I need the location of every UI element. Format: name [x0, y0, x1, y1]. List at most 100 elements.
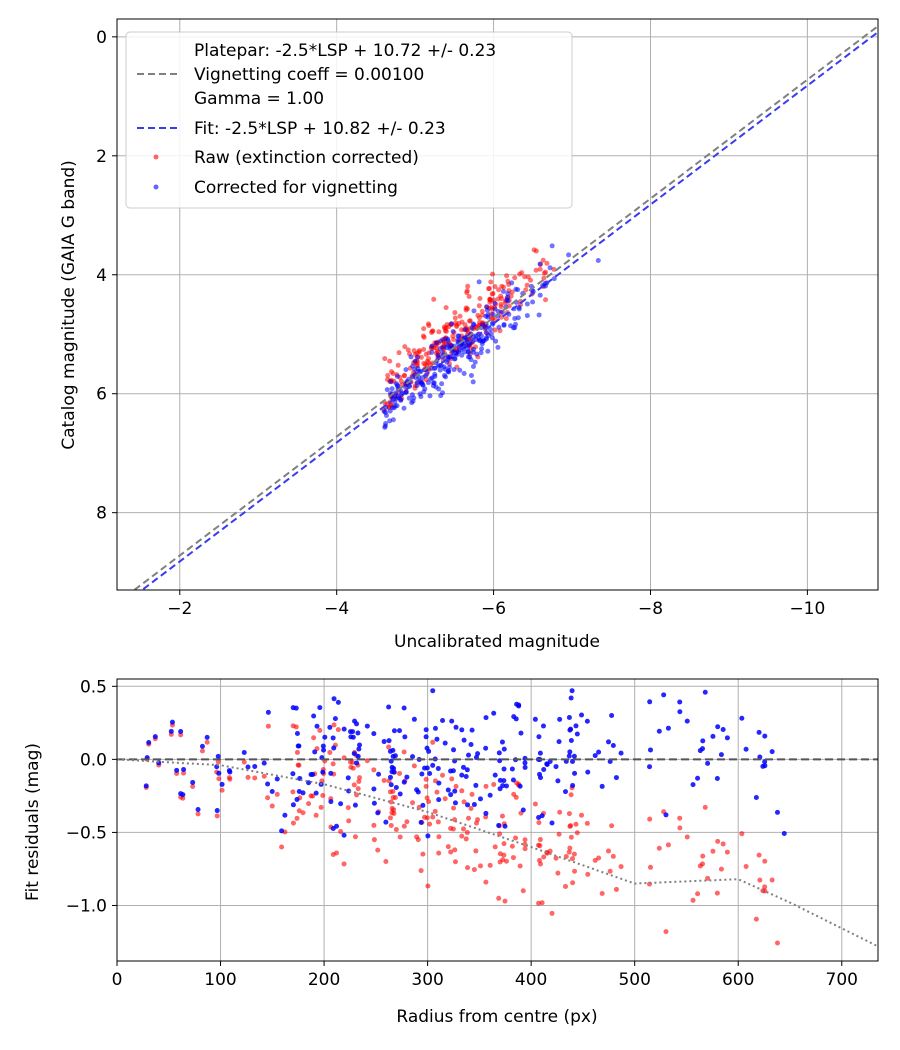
platepar-line	[132, 25, 878, 590]
top-ytick-label: 8	[96, 504, 107, 524]
bottom-point-raw	[452, 847, 458, 853]
bottom-point-raw	[607, 868, 613, 874]
bottom-point-corrected	[219, 781, 225, 787]
bottom-point-corrected	[348, 734, 354, 740]
bottom-point-raw	[320, 792, 326, 798]
bottom-point-raw	[269, 803, 275, 809]
top-point	[392, 399, 398, 405]
top-point	[422, 362, 428, 368]
top-point	[412, 358, 418, 364]
bottom-point-raw	[445, 844, 451, 850]
top-ytick-label: 6	[96, 385, 107, 405]
top-point	[414, 354, 420, 360]
bottom-point-corrected	[573, 723, 579, 729]
bottom-point-corrected	[606, 739, 612, 745]
bottom-point-raw	[411, 763, 417, 769]
bottom-point-corrected	[499, 739, 505, 745]
bottom-point-raw	[296, 808, 302, 814]
bottom-point-raw	[420, 851, 426, 857]
top-point	[467, 318, 473, 324]
top-point	[385, 373, 391, 379]
bottom-point-raw	[466, 815, 472, 821]
bottom-point-corrected	[351, 751, 357, 757]
bottom-point-corrected	[294, 796, 300, 802]
top-point	[503, 316, 509, 322]
bottom-point-corrected	[425, 833, 431, 839]
bottom-point-corrected	[677, 709, 683, 715]
top-data-layer	[132, 25, 878, 590]
bottom-point-raw	[501, 841, 507, 847]
bottom-point-corrected	[724, 735, 730, 741]
bottom-point-raw	[720, 841, 726, 847]
bottom-ytick-label: −1.0	[66, 896, 107, 916]
bottom-point-corrected	[402, 734, 408, 740]
bottom-point-corrected	[214, 808, 220, 814]
bottom-point-raw	[695, 891, 701, 897]
top-point	[513, 286, 519, 292]
bottom-point-raw	[665, 842, 671, 848]
bottom-point-raw	[388, 822, 394, 828]
bottom-point-corrected	[677, 699, 683, 705]
bottom-point-corrected	[647, 699, 653, 705]
bottom-point-raw	[724, 849, 730, 855]
legend-box	[125, 31, 573, 209]
bottom-point-raw	[566, 849, 572, 855]
bottom-point-corrected	[296, 789, 302, 795]
bottom-point-raw	[351, 782, 357, 788]
legend-label-corrected: Corrected for vignetting	[194, 178, 398, 198]
top-point	[493, 338, 499, 344]
bottom-point-corrected	[781, 831, 787, 837]
bottom-point-raw	[345, 805, 351, 811]
top-point	[517, 271, 523, 277]
top-ytick-label: 4	[96, 266, 107, 286]
bottom-point-corrected	[306, 780, 312, 786]
bottom-point-corrected	[300, 790, 306, 796]
bottom-point-corrected	[538, 775, 544, 781]
legend-label-vignetting: Vignetting coeff = 0.00100	[194, 65, 424, 85]
top-point	[466, 294, 472, 300]
bottom-point-corrected	[290, 802, 296, 808]
bottom-point-corrected	[536, 734, 542, 740]
bottom-point-raw	[181, 770, 187, 776]
top-point	[459, 352, 465, 358]
bottom-point-corrected	[354, 721, 360, 727]
bottom-point-raw	[430, 814, 436, 820]
bottom-point-raw	[705, 875, 711, 881]
bottom-point-corrected	[596, 749, 602, 755]
bottom-point-corrected	[146, 740, 152, 746]
top-point	[530, 299, 536, 305]
bottom-point-corrected	[618, 750, 624, 756]
bottom-point-corrected	[464, 767, 470, 773]
top-point	[471, 334, 477, 340]
bottom-point-corrected	[397, 728, 403, 734]
bottom-point-raw	[261, 773, 267, 779]
bottom-point-corrected	[341, 726, 347, 732]
bottom-point-corrected	[503, 783, 509, 789]
bottom-point-raw	[497, 859, 503, 865]
bottom-point-corrected	[418, 819, 424, 825]
bottom-point-raw	[769, 877, 775, 883]
bottom-point-corrected	[424, 745, 430, 751]
top-point	[421, 347, 427, 353]
bottom-point-corrected	[492, 772, 498, 778]
bottom-point-raw	[290, 789, 296, 795]
bottom-series-raw	[143, 722, 780, 946]
bottom-point-raw	[483, 879, 489, 885]
top-point	[524, 313, 530, 319]
bottom-point-corrected	[567, 749, 573, 755]
bottom-point-raw	[710, 848, 716, 854]
bottom-point-corrected	[700, 738, 706, 744]
top-point	[444, 322, 450, 328]
top-point	[499, 283, 505, 289]
bottom-point-corrected	[539, 813, 545, 819]
bottom-point-corrected	[181, 767, 187, 773]
bottom-point-raw	[517, 863, 523, 869]
top-point	[470, 364, 476, 370]
top-point	[524, 301, 530, 307]
top-point	[388, 378, 394, 384]
bottom-point-corrected	[762, 733, 768, 739]
bottom-point-corrected	[178, 728, 184, 734]
bottom-point-corrected	[335, 699, 341, 705]
bottom-point-raw	[440, 772, 446, 778]
top-point	[406, 395, 412, 401]
